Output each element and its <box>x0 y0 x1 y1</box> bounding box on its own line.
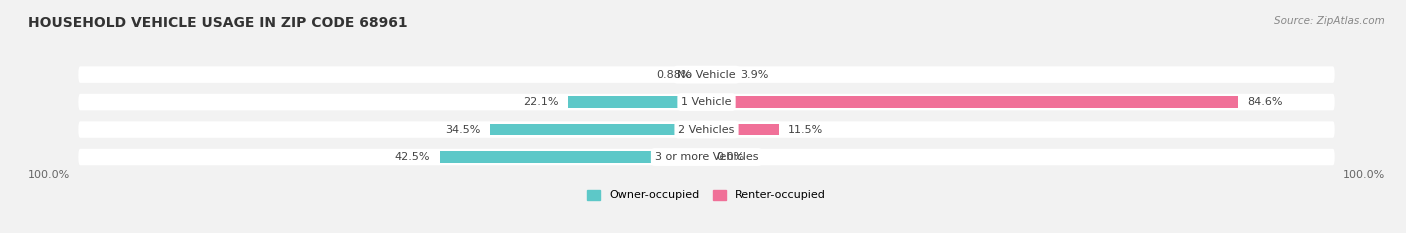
Text: 2 Vehicles: 2 Vehicles <box>678 125 735 134</box>
FancyBboxPatch shape <box>79 66 1334 83</box>
Bar <box>440 151 707 163</box>
Bar <box>707 69 731 81</box>
Text: 100.0%: 100.0% <box>28 170 70 180</box>
FancyBboxPatch shape <box>79 94 1334 110</box>
Text: 0.88%: 0.88% <box>657 70 692 80</box>
Text: 100.0%: 100.0% <box>1343 170 1385 180</box>
Text: 0.0%: 0.0% <box>716 152 744 162</box>
FancyBboxPatch shape <box>79 121 1334 138</box>
Text: No Vehicle: No Vehicle <box>678 70 735 80</box>
Text: Source: ZipAtlas.com: Source: ZipAtlas.com <box>1274 16 1385 26</box>
Text: 11.5%: 11.5% <box>789 125 824 134</box>
Text: 42.5%: 42.5% <box>395 152 430 162</box>
Bar <box>489 124 707 135</box>
FancyBboxPatch shape <box>79 149 1334 165</box>
Text: 3.9%: 3.9% <box>741 70 769 80</box>
Text: 34.5%: 34.5% <box>446 125 481 134</box>
Text: 1 Vehicle: 1 Vehicle <box>682 97 731 107</box>
Bar <box>707 124 779 135</box>
Bar <box>702 69 707 81</box>
Text: HOUSEHOLD VEHICLE USAGE IN ZIP CODE 68961: HOUSEHOLD VEHICLE USAGE IN ZIP CODE 6896… <box>28 16 408 30</box>
Bar <box>707 96 1237 108</box>
Text: 3 or more Vehicles: 3 or more Vehicles <box>655 152 758 162</box>
Text: 84.6%: 84.6% <box>1247 97 1282 107</box>
Bar <box>568 96 707 108</box>
Legend: Owner-occupied, Renter-occupied: Owner-occupied, Renter-occupied <box>582 185 831 205</box>
Text: 22.1%: 22.1% <box>523 97 558 107</box>
